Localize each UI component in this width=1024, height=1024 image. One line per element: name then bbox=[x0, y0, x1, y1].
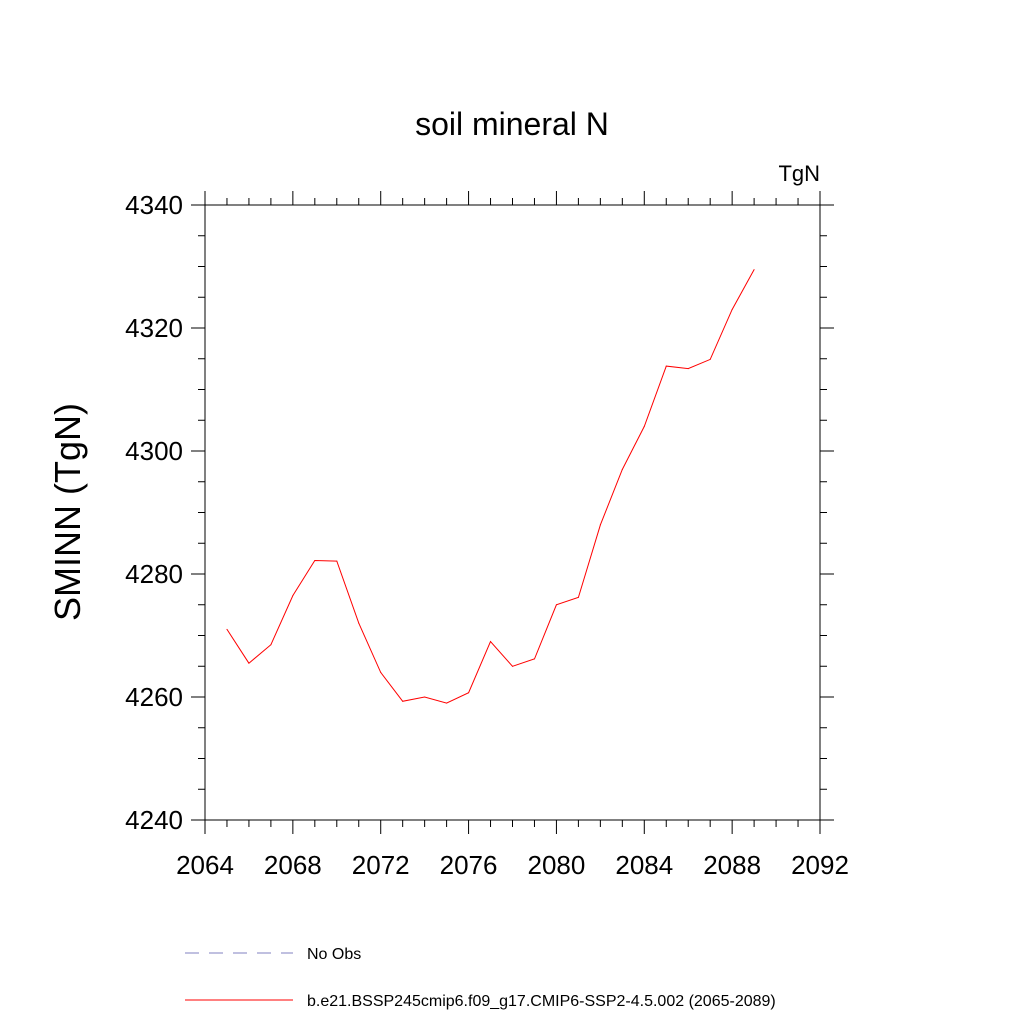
data-point bbox=[248, 662, 250, 664]
legend-label: b.e21.BSSP245cmip6.f09_g17.CMIP6-SSP2-4.… bbox=[307, 993, 776, 1010]
legend-label: No Obs bbox=[307, 946, 361, 963]
x-tick-label: 2064 bbox=[176, 850, 234, 880]
data-point bbox=[314, 559, 316, 561]
data-point bbox=[665, 365, 667, 367]
data-point bbox=[533, 658, 535, 660]
x-tick-label: 2076 bbox=[440, 850, 498, 880]
data-point bbox=[358, 622, 360, 624]
data-point bbox=[709, 358, 711, 360]
data-point bbox=[577, 596, 579, 598]
data-point bbox=[424, 696, 426, 698]
data-point bbox=[599, 524, 601, 526]
x-tick-label: 2092 bbox=[791, 850, 849, 880]
data-point bbox=[753, 269, 755, 271]
y-tick-label: 4240 bbox=[125, 805, 183, 835]
data-point bbox=[402, 700, 404, 702]
data-point bbox=[468, 692, 470, 694]
y-tick-label: 4340 bbox=[125, 190, 183, 220]
data-point bbox=[292, 595, 294, 597]
data-point bbox=[380, 671, 382, 673]
data-point bbox=[270, 644, 272, 646]
data-point bbox=[731, 309, 733, 311]
data-point bbox=[555, 604, 557, 606]
axis-tick-labels: 2064 2068 2072 2076 2080 2084 2088 2092 4240 4260… bbox=[125, 190, 849, 880]
x-tick-label: 2072 bbox=[352, 850, 410, 880]
data-point bbox=[446, 702, 448, 704]
y-tick-label: 4280 bbox=[125, 559, 183, 589]
y-tick-label: 4300 bbox=[125, 436, 183, 466]
data-point bbox=[643, 425, 645, 427]
legend: No Obs b.e21.BSSP245cmip6.f09_g17.CMIP6-S… bbox=[185, 946, 776, 1010]
data-point bbox=[621, 468, 623, 470]
data-point bbox=[226, 628, 228, 630]
units-label: TgN bbox=[778, 161, 820, 186]
series-group bbox=[226, 269, 755, 704]
y-tick-label: 4260 bbox=[125, 682, 183, 712]
x-tick-label: 2088 bbox=[703, 850, 761, 880]
axis-ticks bbox=[191, 191, 834, 834]
data-point bbox=[687, 368, 689, 370]
data-point bbox=[512, 665, 513, 667]
x-tick-label: 2084 bbox=[615, 850, 673, 880]
chart-title: soil mineral N bbox=[415, 106, 609, 142]
y-axis-label: SMINN (TgN) bbox=[47, 403, 88, 621]
y-tick-label: 4320 bbox=[125, 313, 183, 343]
data-point bbox=[336, 560, 338, 562]
data-point bbox=[490, 641, 492, 643]
x-tick-label: 2080 bbox=[528, 850, 586, 880]
x-tick-label: 2068 bbox=[264, 850, 322, 880]
series-line bbox=[226, 269, 755, 704]
plot-frame bbox=[204, 204, 821, 821]
